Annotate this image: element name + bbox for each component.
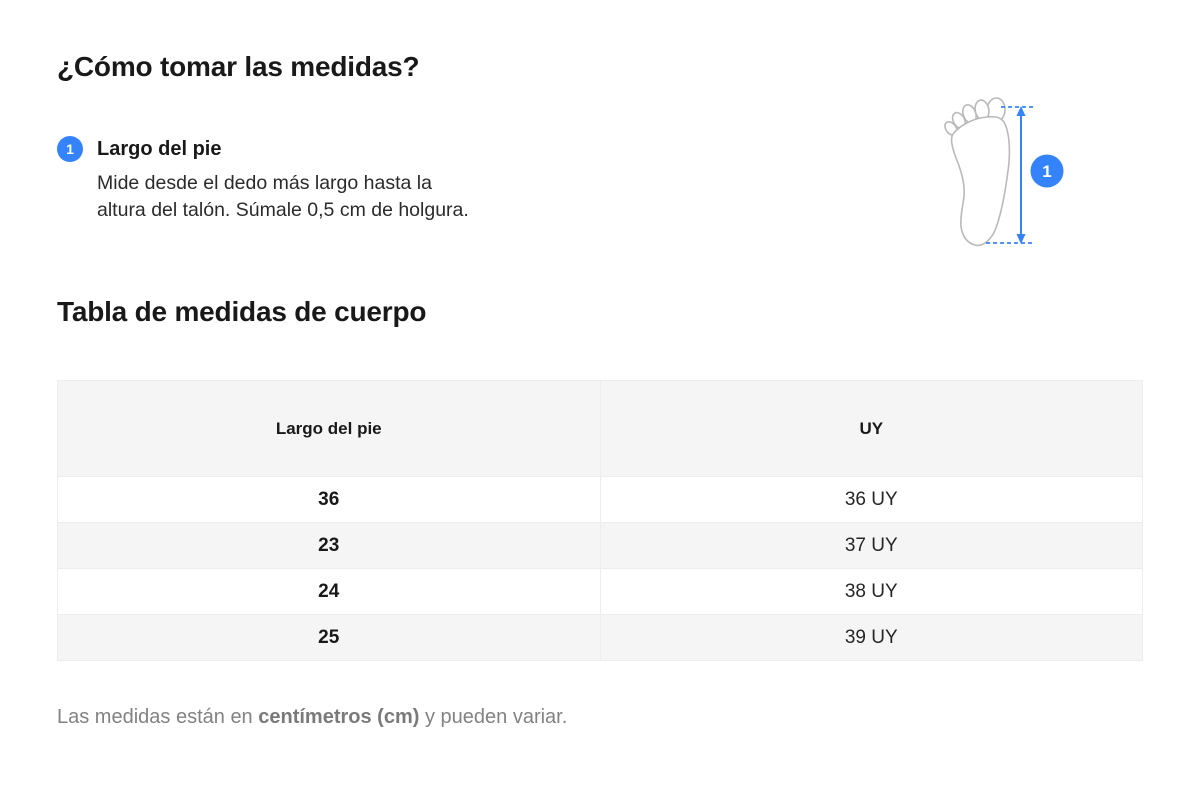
size-table: Largo del pie UY 36 36 UY 23 37 UY 24 38… [57, 380, 1143, 661]
table-row: 23 37 UY [57, 522, 1143, 569]
cell-foot-length: 36 [57, 476, 601, 523]
footnote-text-after: y pueden variar. [419, 706, 568, 728]
cell-foot-length: 25 [57, 614, 601, 661]
measurement-arrow-icon [986, 106, 1033, 244]
step-1-description-line-1: Mide desde el dedo más largo hasta la [97, 172, 432, 194]
table-row: 36 36 UY [57, 476, 1143, 523]
footnote-units-bold: centímetros (cm) [258, 706, 420, 728]
diagram-step-badge: 1 [1030, 154, 1064, 188]
column-header-largo-del-pie: Largo del pie [57, 380, 601, 477]
step-1-description: Mide desde el dedo más largo hasta la al… [97, 170, 469, 224]
page-title: ¿Cómo tomar las medidas? [57, 51, 420, 82]
cell-uy-size: 39 UY [599, 614, 1143, 661]
table-row: 25 39 UY [57, 614, 1143, 661]
step-1-description-line-2: altura del talón. Súmale 0,5 cm de holgu… [97, 199, 469, 221]
size-table-header-row: Largo del pie UY [57, 380, 1143, 477]
foot-outline-icon [944, 97, 1011, 247]
step-1-label: Largo del pie [97, 138, 222, 160]
diagram-step-number: 1 [1042, 162, 1051, 181]
column-header-uy: UY [599, 380, 1143, 477]
cell-uy-size: 36 UY [599, 476, 1143, 523]
footnote-text-before: Las medidas están en [57, 706, 259, 728]
size-table-title: Tabla de medidas de cuerpo [57, 296, 427, 327]
step-1-number: 1 [66, 141, 74, 157]
cell-uy-size: 37 UY [599, 522, 1143, 569]
units-footnote: Las medidas están en centímetros (cm) y … [57, 706, 567, 729]
step-1-badge: 1 [57, 136, 83, 162]
cell-foot-length: 24 [57, 568, 601, 615]
cell-uy-size: 38 UY [599, 568, 1143, 615]
foot-measurement-illustration: 1 [944, 97, 1064, 247]
table-row: 24 38 UY [57, 568, 1143, 615]
cell-foot-length: 23 [57, 522, 601, 569]
